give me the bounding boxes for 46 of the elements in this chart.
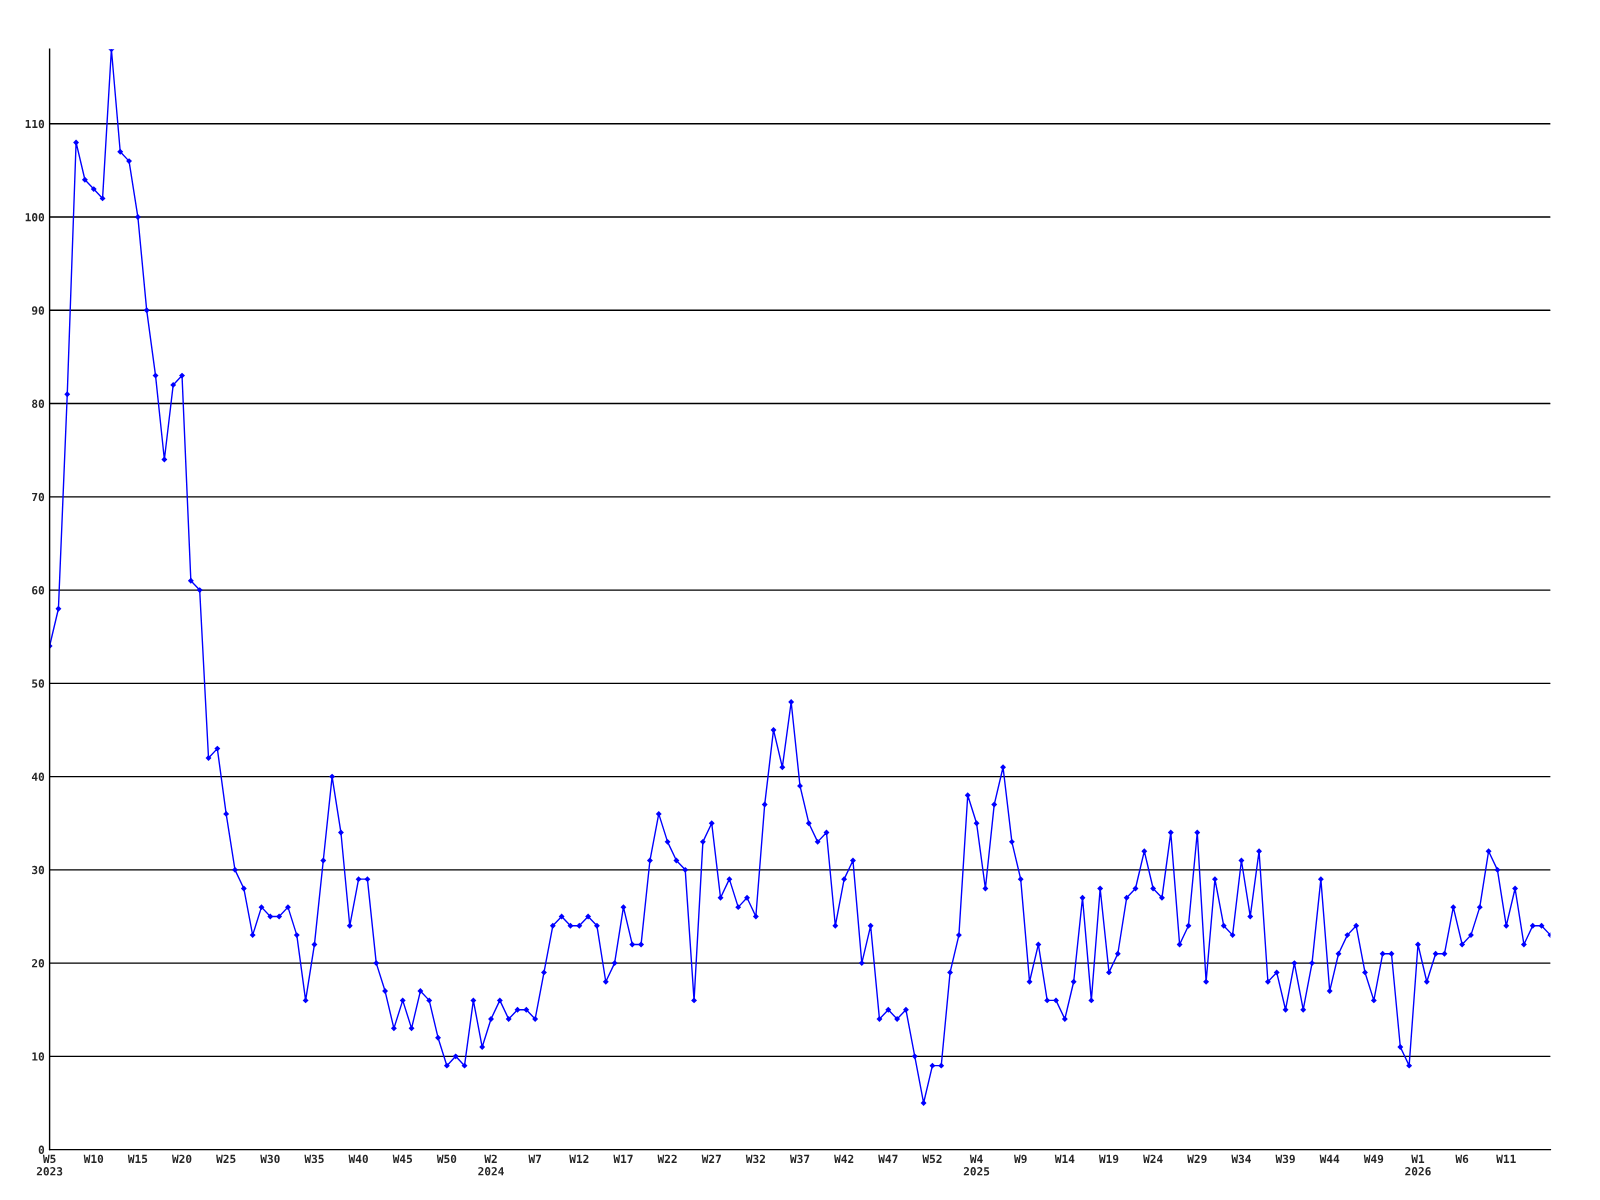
- x-tick-label: W9: [1014, 1154, 1027, 1164]
- x-tick-label: W44: [1319, 1154, 1340, 1163]
- x-tick-label: W6: [1455, 1154, 1469, 1164]
- x-tick-label: W45: [392, 1154, 413, 1164]
- x-tick-label: W27: [701, 1154, 721, 1163]
- x-tick-label: W35: [304, 1154, 324, 1164]
- y-tick-label: 20: [31, 959, 45, 968]
- y-tick-label: 110: [25, 119, 45, 129]
- y-tick-label: 100: [25, 213, 45, 222]
- x-tick-label: W30: [260, 1154, 280, 1164]
- x-tick-label: W17: [613, 1154, 633, 1163]
- y-tick-label: 70: [32, 492, 45, 502]
- y-tick-label: 60: [32, 586, 45, 595]
- x-tick-label: W11: [1496, 1154, 1516, 1163]
- x-tick-label: W29: [1187, 1154, 1207, 1164]
- y-tick-label: 80: [32, 399, 45, 408]
- x-tick-label: W32: [745, 1154, 765, 1164]
- x-tick-label: W20: [171, 1154, 192, 1164]
- x-tick-label: W22: [657, 1154, 677, 1163]
- x-tick-label: W37: [789, 1154, 810, 1164]
- x-tick-label: W42: [834, 1154, 854, 1163]
- y-tick-label: 0: [38, 1145, 45, 1154]
- x-tick-label: W25: [216, 1154, 236, 1164]
- x-tick-label: W39: [1275, 1154, 1295, 1164]
- x-tick-label: W4 2025: [963, 1154, 990, 1176]
- x-tick-label: W24: [1143, 1154, 1163, 1163]
- y-tick-label: 50: [32, 679, 45, 688]
- x-tick-label: W12: [569, 1154, 589, 1163]
- x-tick-label: W40: [348, 1154, 368, 1164]
- x-tick-label: W5 2023: [36, 1154, 63, 1176]
- x-tick-label: W7: [528, 1154, 542, 1163]
- x-tick-label: W50: [436, 1154, 457, 1164]
- y-tick-label: 40: [31, 772, 45, 781]
- y-tick-label: 10: [32, 1052, 45, 1061]
- x-tick-label: W1 2026: [1405, 1154, 1431, 1176]
- x-tick-label: W10: [83, 1154, 104, 1164]
- x-tick-label: W52: [922, 1154, 942, 1164]
- x-tick-label: W14: [1054, 1154, 1075, 1163]
- x-tick-label: W47: [878, 1154, 898, 1163]
- x-tick-label: W34: [1231, 1154, 1251, 1164]
- y-tick-label: 30: [32, 865, 45, 875]
- x-tick-label: W15: [127, 1154, 148, 1164]
- x-tick-label: W2 2024: [478, 1154, 504, 1176]
- x-tick-label: W49: [1363, 1154, 1384, 1164]
- y-tick-label: 90: [31, 306, 45, 315]
- x-tick-label: W19: [1098, 1154, 1119, 1164]
